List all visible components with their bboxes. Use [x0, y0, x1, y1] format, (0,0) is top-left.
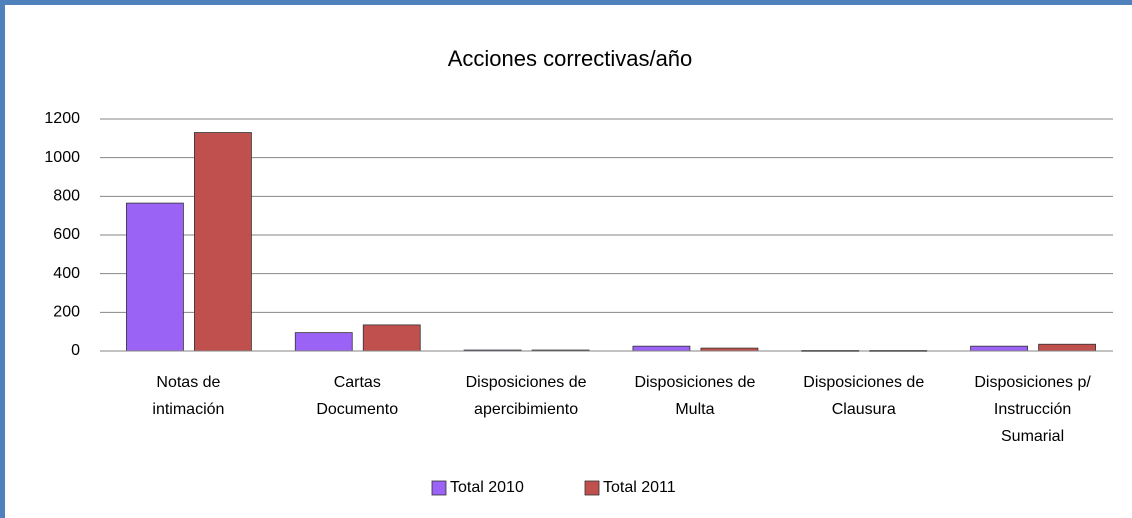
legend-label: Total 2010: [450, 479, 524, 496]
x-tick-label: Instrucción: [994, 401, 1071, 418]
y-tick-label: 600: [53, 226, 80, 243]
bar: [1038, 343, 1096, 352]
y-tick-label: 1200: [44, 110, 80, 127]
x-tick-label: Sumarial: [1001, 428, 1064, 445]
legend-label: Total 2011: [603, 479, 676, 496]
chart-title: Acciones correctivas/año: [448, 46, 693, 71]
x-tick-label: Notas de: [156, 374, 220, 391]
legend-swatch: [431, 480, 447, 496]
y-tick-label: 0: [71, 342, 80, 359]
y-tick-label: 400: [53, 265, 80, 282]
y-tick-label: 200: [53, 304, 80, 321]
x-tick-label: Disposiciones de: [466, 374, 587, 391]
bar: [294, 332, 353, 352]
x-tick-label: Cartas: [334, 374, 381, 391]
y-tick-label: 1000: [44, 149, 80, 166]
x-tick-label: Documento: [316, 401, 398, 418]
x-tick-label: Disposiciones p/: [974, 374, 1091, 391]
y-tick-label: 800: [53, 188, 80, 205]
bar: [970, 345, 1028, 352]
x-tick-label: Clausura: [832, 401, 896, 418]
bar: [632, 345, 691, 352]
frame-left: [0, 0, 5, 518]
bar: [194, 132, 252, 352]
x-tick-label: Multa: [675, 401, 714, 418]
x-tick-label: intimación: [152, 401, 224, 418]
bar: [362, 324, 421, 352]
legend-swatch: [584, 480, 600, 496]
x-tick-label: Disposiciones de: [803, 374, 924, 391]
x-tick-label: apercibimiento: [474, 401, 578, 418]
bar: [126, 202, 184, 352]
x-tick-label: Disposiciones de: [634, 374, 755, 391]
frame-top: [0, 0, 1132, 5]
